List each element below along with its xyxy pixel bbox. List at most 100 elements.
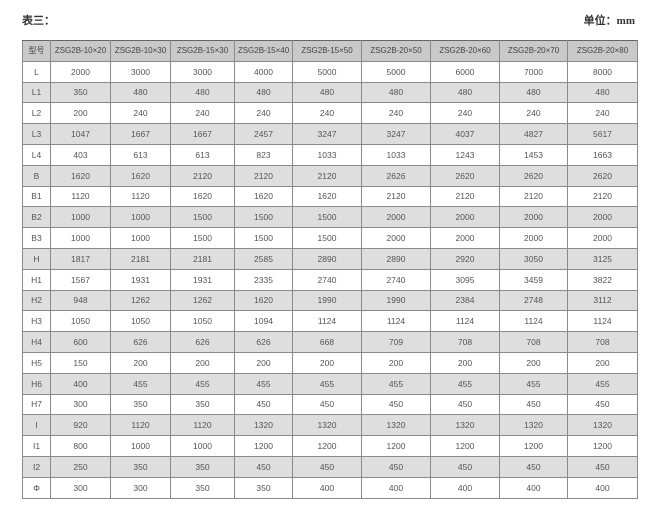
table-cell: 1620 [170, 185, 235, 208]
header-cell: ZSG2B-15×30 [170, 40, 235, 62]
table-cell: 240 [499, 102, 568, 125]
table-cell: 3459 [499, 268, 568, 291]
header-cell: ZSG2B-20×80 [567, 40, 638, 62]
table-cell: 2000 [499, 206, 568, 229]
table-cell: 350 [170, 455, 235, 478]
table-cell: 626 [234, 331, 293, 353]
table-cell: 480 [567, 81, 638, 104]
table-cell: 1620 [234, 185, 293, 208]
table-cell: 240 [292, 102, 362, 125]
header-cell: ZSG2B-10×30 [110, 40, 171, 62]
table-cell: 200 [110, 351, 171, 374]
table-cell: 3822 [567, 268, 638, 291]
table-cell: 350 [170, 393, 235, 416]
table-cell: 2000 [499, 227, 568, 249]
header-cell: ZSG2B-10×20 [50, 40, 111, 62]
table-cell: 2000 [361, 227, 431, 249]
table-cell: 480 [170, 81, 235, 104]
table-cell: 1000 [170, 435, 235, 457]
table-cell: 1500 [234, 206, 293, 229]
table-cell: 1120 [170, 414, 235, 437]
table-row: B2 1000 1000 1500 1500 1500 2000 2000 2000 2000 [22, 206, 638, 229]
table-cell: 1033 [292, 143, 362, 166]
table-cell: 2120 [361, 185, 431, 208]
table-cell: 1663 [567, 143, 638, 166]
table-cell: 200 [361, 351, 431, 374]
header-row: 型号 ZSG2B-10×20 ZSG2B-10×30 ZSG2B-15×30 ZSG2B… [22, 40, 638, 62]
table-caption: 表三： [22, 15, 55, 27]
row-label: I [22, 414, 51, 437]
table-cell: 2000 [567, 206, 638, 229]
table-cell: 1667 [110, 123, 171, 145]
table-cell: 455 [292, 372, 362, 395]
table-cell: 1453 [499, 143, 568, 166]
row-label: B [22, 164, 51, 187]
table-cell: 709 [361, 331, 431, 353]
table-cell: 2000 [361, 206, 431, 229]
table-cell: 2620 [567, 164, 638, 187]
table-cell: 450 [361, 455, 431, 478]
table-row: B1 1120 1120 1620 1620 1620 2120 2120 2120 2120 [22, 185, 638, 208]
table-cell: 240 [567, 102, 638, 125]
table-cell: 300 [50, 476, 111, 499]
table-row: L3 1047 1667 1667 2457 3247 3247 4037 4827 5617 [22, 123, 638, 145]
table-cell: 2000 [567, 227, 638, 249]
table-row: H5 150 200 200 200 200 200 200 200 200 [22, 351, 638, 374]
table-cell: 613 [110, 143, 171, 166]
table-cell: 1500 [292, 227, 362, 249]
table-cell: 5000 [292, 60, 362, 83]
table-row: Φ 300 300 350 350 400 400 400 400 400 [22, 476, 638, 499]
table-cell: 1050 [110, 310, 171, 333]
table-cell: 2120 [567, 185, 638, 208]
table-cell: 2740 [361, 268, 431, 291]
table-cell: 3000 [110, 60, 171, 83]
table-cell: 300 [50, 393, 111, 416]
table-cell: 300 [110, 476, 171, 499]
table-cell: 708 [430, 331, 500, 353]
table-cell: 1500 [170, 206, 235, 229]
table-cell: 1500 [292, 206, 362, 229]
table-cell: 2000 [430, 227, 500, 249]
row-label: I2 [22, 455, 51, 478]
table-cell: 200 [170, 351, 235, 374]
table-cell: 1262 [110, 289, 171, 312]
table-cell: 1094 [234, 310, 293, 333]
table-row: I1 800 1000 1000 1200 1200 1200 1200 1200 1200 [22, 435, 638, 457]
table-cell: 1000 [110, 435, 171, 457]
table-cell: 400 [50, 372, 111, 395]
row-label: B2 [22, 206, 51, 229]
table-cell: 400 [292, 476, 362, 499]
table-cell: 455 [170, 372, 235, 395]
table-cell: 1817 [50, 247, 111, 270]
table-cell: 450 [499, 455, 568, 478]
table-cell: 823 [234, 143, 293, 166]
table-cell: 1000 [50, 206, 111, 229]
table-cell: 6000 [430, 60, 500, 83]
table-cell: 2920 [430, 247, 500, 270]
table-cell: 3125 [567, 247, 638, 270]
table-cell: 1567 [50, 268, 111, 291]
table-cell: 2620 [499, 164, 568, 187]
row-label: Φ [22, 476, 51, 499]
table-cell: 1500 [170, 227, 235, 249]
table-cell: 948 [50, 289, 111, 312]
table-cell: 200 [499, 351, 568, 374]
table-cell: 3247 [361, 123, 431, 145]
table-cell: 1000 [110, 227, 171, 249]
table-cell: 450 [292, 455, 362, 478]
table-cell: 1320 [292, 414, 362, 437]
table-cell: 1990 [292, 289, 362, 312]
table-cell: 600 [50, 331, 111, 353]
header-cell: ZSG2B-15×40 [234, 40, 293, 62]
table-cell: 450 [234, 455, 293, 478]
row-label: L4 [22, 143, 51, 166]
table-cell: 1124 [567, 310, 638, 333]
table-cell: 480 [430, 81, 500, 104]
table-cell: 250 [50, 455, 111, 478]
table-cell: 2585 [234, 247, 293, 270]
table-cell: 1200 [234, 435, 293, 457]
table-cell: 1124 [292, 310, 362, 333]
table-cell: 1990 [361, 289, 431, 312]
table-cell: 1667 [170, 123, 235, 145]
dimensions-table: 型号 ZSG2B-10×20 ZSG2B-10×30 ZSG2B-15×30 ZSG2B… [22, 40, 638, 499]
